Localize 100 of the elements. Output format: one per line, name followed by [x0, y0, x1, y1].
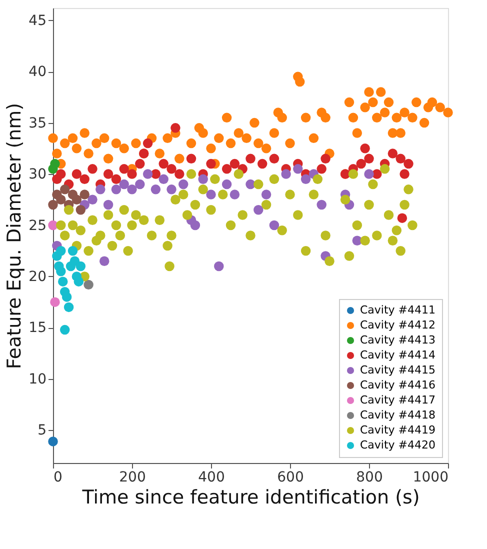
point [111, 184, 122, 194]
point [281, 169, 291, 179]
point [72, 169, 82, 179]
y-tick-label: 25 [28, 218, 46, 234]
point [158, 158, 168, 169]
point [206, 158, 216, 169]
x-tick-label: 1000 [412, 470, 448, 486]
point [48, 436, 58, 446]
legend-label: Cavity #4413 [360, 334, 436, 346]
point [190, 220, 200, 230]
point [404, 158, 414, 169]
point [142, 169, 153, 179]
point [261, 190, 272, 200]
y-tick-label: 35 [28, 115, 46, 132]
point [88, 164, 98, 174]
point [257, 158, 268, 169]
point [396, 154, 406, 164]
point [174, 169, 184, 179]
point [246, 154, 256, 164]
point [397, 213, 408, 223]
legend-label: Cavity #4412 [360, 318, 436, 332]
point [166, 164, 176, 174]
point [293, 164, 303, 174]
point [166, 184, 176, 194]
x-tick-label: 800 [356, 470, 383, 486]
point [88, 194, 98, 204]
point [119, 164, 129, 174]
point [254, 205, 264, 215]
point [76, 261, 86, 272]
point [60, 324, 70, 335]
point [150, 184, 161, 194]
point [316, 200, 326, 210]
point [142, 138, 153, 148]
point [103, 200, 114, 210]
point [80, 174, 90, 184]
y-tick-label: 20 [28, 268, 46, 285]
legend-label: Cavity #4419 [360, 424, 436, 436]
x-tick-label: 600 [277, 470, 304, 486]
point [58, 276, 68, 286]
point [320, 154, 330, 164]
point [68, 246, 78, 256]
point [76, 205, 86, 215]
point [64, 302, 74, 312]
point [60, 184, 70, 194]
legend-label: Cavity #4411 [360, 304, 436, 316]
point [50, 158, 60, 169]
legend-label: Cavity #4414 [360, 348, 436, 362]
point [400, 169, 410, 179]
y-tick-label: 5 [38, 422, 46, 439]
point [56, 194, 66, 204]
point [388, 148, 398, 158]
y-tick-label: 30 [28, 166, 46, 183]
x-tick-label: 400 [198, 470, 225, 486]
point [269, 154, 280, 164]
point [300, 174, 311, 184]
point [56, 169, 66, 179]
point [135, 158, 145, 169]
point [360, 144, 370, 154]
point [198, 174, 208, 184]
point [364, 169, 374, 179]
y-tick-label: 45 [28, 12, 46, 29]
point [222, 179, 232, 190]
point [206, 190, 216, 200]
x-tick-label: 200 [119, 470, 146, 486]
point [111, 174, 122, 184]
y-tick-label: 15 [28, 320, 46, 336]
point [84, 280, 94, 290]
point [62, 292, 72, 302]
point [127, 184, 137, 194]
point [356, 158, 366, 169]
point [103, 169, 114, 179]
legend-label: Cavity #4418 [360, 408, 436, 422]
point [56, 266, 66, 276]
point [222, 164, 232, 174]
point [127, 169, 137, 179]
point [96, 184, 106, 194]
point [74, 276, 84, 286]
point [186, 154, 196, 164]
point [364, 154, 374, 164]
point [135, 179, 145, 190]
point [230, 158, 240, 169]
legend-label: Cavity #4417 [360, 394, 436, 406]
point [72, 194, 82, 204]
point [158, 174, 168, 184]
point [214, 261, 224, 272]
point [99, 256, 110, 266]
point [269, 220, 280, 230]
legend-label: Cavity #4416 [360, 378, 436, 392]
point [56, 246, 66, 256]
point [50, 297, 60, 307]
point [80, 190, 90, 200]
legend-label: Cavity #4420 [360, 438, 436, 452]
x-tick-label: 0 [54, 470, 62, 486]
point [119, 179, 129, 190]
y-tick-label: 40 [28, 64, 46, 80]
point [178, 179, 188, 190]
x-axis-title: Time since feature identification (s) [81, 486, 420, 508]
y-axis-title: Feature Equ. Diameter (nm) [4, 102, 26, 370]
point [316, 164, 326, 174]
legend-label: Cavity #4415 [360, 364, 436, 376]
